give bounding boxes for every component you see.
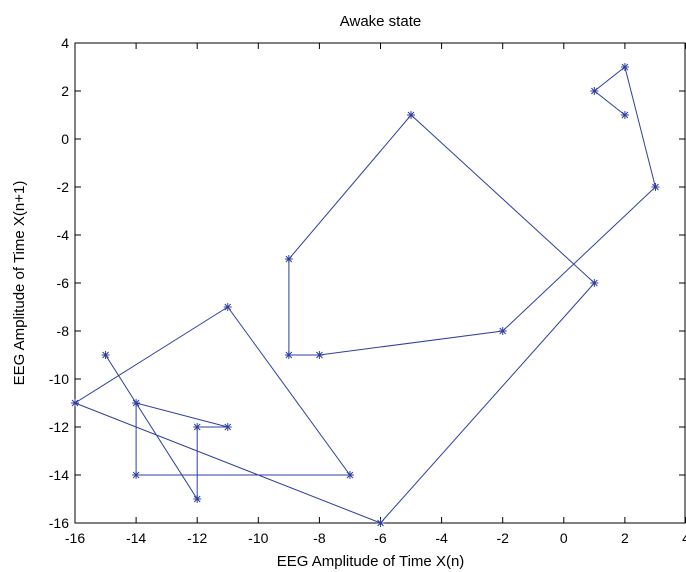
data-point (132, 471, 141, 479)
y-tick-label: -2 (57, 179, 70, 195)
y-tick-label: -14 (49, 467, 69, 483)
data-point (223, 303, 232, 311)
x-tick-label: -6 (374, 530, 387, 546)
data-series (71, 63, 660, 527)
data-point (376, 519, 385, 527)
data-point (590, 87, 599, 95)
data-point (284, 255, 293, 263)
data-point (590, 279, 599, 287)
data-point (71, 399, 79, 407)
data-point (132, 399, 141, 407)
data-point (284, 351, 293, 359)
data-point (223, 423, 232, 431)
y-tick-label: 0 (61, 131, 69, 147)
data-point (651, 183, 660, 191)
x-tick-label: 2 (621, 530, 629, 546)
data-point (620, 111, 629, 119)
x-tick-label: -4 (435, 530, 448, 546)
y-tick-label: -4 (57, 227, 70, 243)
x-tick-label: -14 (126, 530, 146, 546)
data-point (193, 495, 202, 503)
data-point (101, 351, 110, 359)
data-point (193, 423, 202, 431)
y-tick-label: -12 (49, 419, 69, 435)
x-tick-label: -12 (187, 530, 207, 546)
y-tick-label: 2 (61, 83, 69, 99)
y-tick-label: -6 (57, 275, 70, 291)
x-axis: -16 -14 -12 -10 -8 -6 -4 -2 0 2 4 (65, 43, 686, 546)
y-axis-label: EEG Amplitude of Time X(n+1) (11, 181, 28, 386)
x-tick-label: -8 (313, 530, 326, 546)
data-point (498, 327, 507, 335)
y-tick-label: -10 (49, 371, 69, 387)
y-axis: -16 -14 -12 -10 -8 -6 -4 -2 0 2 4 (49, 35, 685, 531)
data-point (620, 63, 629, 71)
series-line (73, 66, 656, 524)
x-tick-label: 0 (560, 530, 568, 546)
data-point (345, 471, 354, 479)
x-tick-label: -16 (65, 530, 85, 546)
x-axis-label: EEG Amplitude of Time X(n) (277, 553, 465, 570)
data-point (407, 111, 416, 119)
x-tick-label: -2 (496, 530, 509, 546)
x-tick-label: 4 (682, 530, 686, 546)
y-tick-label: -16 (49, 515, 69, 531)
data-point (315, 351, 324, 359)
x-tick-label: -10 (248, 530, 268, 546)
y-tick-label: -8 (57, 323, 70, 339)
chart-title: Awake state (340, 13, 421, 30)
y-tick-label: 4 (61, 35, 69, 51)
